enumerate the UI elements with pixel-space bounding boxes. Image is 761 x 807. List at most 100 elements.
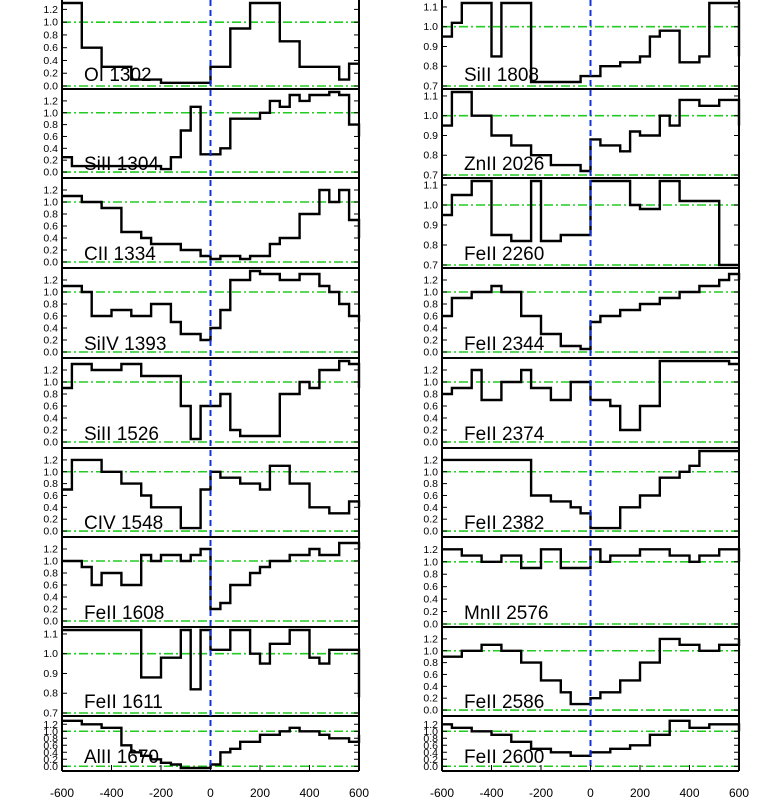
ion-label-0-5: CIV 1548 [84, 513, 163, 534]
ytick-label-0-2-6: 1.2 [43, 185, 58, 197]
ion-label-0-6: FeII 1608 [84, 603, 164, 624]
spectrum-line-0-4 [62, 359, 361, 441]
ytick-label-1-8-4: 0.8 [423, 733, 438, 745]
ytick-label-1-2-0: 0.7 [423, 260, 438, 272]
ytick-label-1-7-0: 0.0 [423, 705, 438, 717]
ytick-label-0-3-0: 0.0 [43, 347, 58, 359]
ytick-label-0-4-1: 0.2 [43, 425, 58, 437]
ytick-label-0-7-2: 0.9 [43, 668, 58, 680]
ytick-label-1-4-4: 0.8 [423, 389, 438, 401]
ion-label-1-7: FeII 2586 [464, 692, 544, 713]
ion-label-1-2: FeII 2260 [464, 244, 544, 265]
ytick-label-1-6-6: 1.2 [423, 544, 438, 556]
ytick-label-1-3-5: 1.0 [423, 287, 438, 299]
ytick-label-0-2-1: 0.2 [43, 245, 58, 257]
ytick-label-1-2-3: 1.0 [423, 200, 438, 212]
ytick-label-0-5-6: 1.2 [43, 454, 58, 466]
ytick-label-0-5-0: 0.0 [43, 526, 58, 538]
ytick-label-1-8-6: 1.2 [423, 719, 438, 731]
ion-label-0-3: SiIV 1393 [84, 334, 166, 355]
ytick-label-1-6-4: 0.8 [423, 569, 438, 581]
ytick-label-1-3-6: 1.2 [423, 275, 438, 287]
ytick-label-0-5-5: 1.0 [43, 466, 58, 478]
spectrum-line-0-0 [62, 1, 359, 84]
spectrum-line-1-0 [442, 1, 741, 84]
ytick-label-0-0-0: 0.0 [43, 81, 58, 93]
ytick-label-0-3-5: 1.0 [43, 287, 58, 299]
ytick-label-1-5-4: 0.8 [423, 478, 438, 490]
ytick-label-1-2-1: 0.8 [423, 240, 438, 252]
ytick-label-1-0-3: 1.0 [423, 21, 438, 33]
xtick-label-0-5: 400 [299, 786, 319, 800]
spectrum-line-0-2 [62, 188, 361, 261]
ytick-label-1-1-4: 1.1 [423, 90, 438, 102]
spectrum-line-0-6 [62, 541, 361, 611]
ytick-label-1-6-3: 0.6 [423, 581, 438, 593]
ytick-label-0-0-1: 0.2 [43, 68, 58, 80]
ytick-label-0-6-4: 0.8 [43, 568, 58, 580]
ytick-label-0-3-6: 1.2 [43, 275, 58, 287]
ytick-label-1-1-1: 0.8 [423, 150, 438, 162]
ytick-label-1-4-5: 1.0 [423, 377, 438, 389]
xtick-label-0-2: -200 [149, 786, 173, 800]
ytick-label-0-0-4: 0.8 [43, 29, 58, 41]
ion-label-0-1: SiII 1304 [84, 154, 159, 175]
ytick-label-0-2-5: 1.0 [43, 197, 58, 209]
ytick-label-0-1-2: 0.4 [43, 143, 58, 155]
ytick-label-1-3-3: 0.6 [423, 311, 438, 323]
spectrum-line-0-3 [62, 269, 361, 342]
ytick-label-1-3-1: 0.2 [423, 335, 438, 347]
spectrum-line-1-5 [442, 449, 739, 530]
ytick-label-0-7-3: 1.0 [43, 648, 58, 660]
spectrum-line-0-7 [62, 628, 361, 698]
spectrum-line-0-5 [62, 458, 361, 530]
ytick-label-1-7-6: 1.2 [423, 633, 438, 645]
ytick-label-0-8-3: 0.6 [43, 740, 58, 752]
xtick-label-1-4: 200 [630, 786, 650, 800]
ytick-label-0-6-6: 1.2 [43, 544, 58, 556]
ion-label-1-6: MnII 2576 [464, 603, 549, 624]
ytick-label-0-4-5: 1.0 [43, 377, 58, 389]
spectrum-line-1-1 [442, 90, 741, 173]
ion-label-0-8: AlII 1670 [84, 747, 159, 768]
ytick-label-0-4-2: 0.4 [43, 413, 58, 425]
ytick-label-1-2-2: 0.9 [423, 220, 438, 232]
spectrum-line-1-2 [442, 179, 739, 267]
ytick-label-1-8-2: 0.4 [423, 747, 438, 759]
xtick-label-0-4: 200 [250, 786, 270, 800]
ytick-label-0-1-0: 0.0 [43, 167, 58, 179]
ytick-label-1-0-4: 1.1 [423, 1, 438, 13]
ytick-label-0-8-1: 0.2 [43, 754, 58, 766]
spectrum-line-0-8 [62, 719, 361, 770]
ytick-label-0-1-3: 0.6 [43, 131, 58, 143]
ytick-label-1-6-5: 1.0 [423, 556, 438, 568]
ytick-label-0-1-4: 0.8 [43, 119, 58, 131]
ion-label-0-4: SiII 1526 [84, 424, 159, 445]
ytick-label-0-5-3: 0.6 [43, 490, 58, 502]
ion-label-1-3: FeII 2344 [464, 334, 545, 355]
ytick-label-1-8-5: 1.0 [423, 726, 438, 738]
xtick-label-1-0: -600 [430, 786, 454, 800]
xtick-label-0-0: -600 [50, 786, 74, 800]
ytick-label-0-1-6: 1.2 [43, 95, 58, 107]
ytick-label-1-8-3: 0.6 [423, 740, 438, 752]
ytick-label-0-2-4: 0.8 [43, 209, 58, 221]
ytick-label-1-2-4: 1.1 [423, 180, 438, 192]
ytick-label-0-4-0: 0.0 [43, 437, 58, 449]
ytick-label-1-4-6: 1.2 [423, 365, 438, 377]
xtick-label-1-2: -200 [529, 786, 553, 800]
ytick-label-1-8-1: 0.2 [423, 754, 438, 766]
ytick-label-1-3-0: 0.0 [423, 347, 438, 359]
xtick-label-1-3: 0 [587, 786, 594, 800]
ytick-label-1-0-2: 0.9 [423, 41, 438, 53]
ytick-label-0-3-4: 0.8 [43, 299, 58, 311]
ytick-label-0-0-6: 1.2 [43, 4, 58, 16]
ytick-label-0-2-2: 0.4 [43, 233, 58, 245]
ion-label-0-2: CII 1334 [84, 244, 156, 265]
ytick-label-0-4-3: 0.6 [43, 401, 58, 413]
ytick-label-1-0-1: 0.8 [423, 61, 438, 73]
xtick-label-0-3: 0 [207, 786, 214, 800]
ytick-label-0-1-1: 0.2 [43, 155, 58, 167]
ytick-label-1-4-1: 0.2 [423, 425, 438, 437]
ytick-label-1-5-5: 1.0 [423, 466, 438, 478]
